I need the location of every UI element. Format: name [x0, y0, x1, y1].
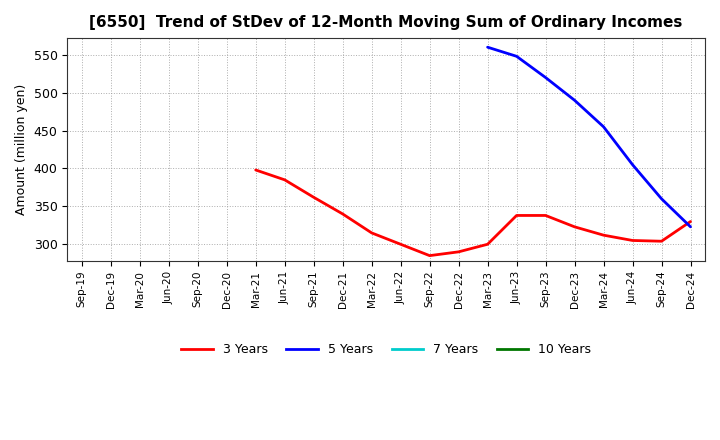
Title: [6550]  Trend of StDev of 12-Month Moving Sum of Ordinary Incomes: [6550] Trend of StDev of 12-Month Moving…: [89, 15, 683, 30]
Y-axis label: Amount (million yen): Amount (million yen): [15, 84, 28, 215]
Legend: 3 Years, 5 Years, 7 Years, 10 Years: 3 Years, 5 Years, 7 Years, 10 Years: [176, 338, 596, 362]
